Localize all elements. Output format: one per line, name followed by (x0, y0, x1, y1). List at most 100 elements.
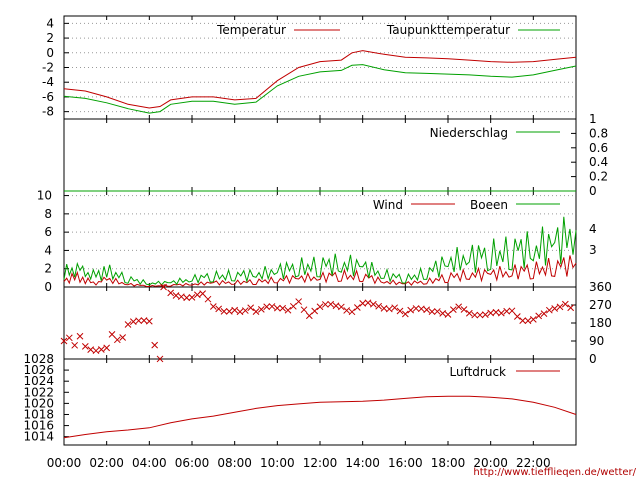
direction-point (481, 311, 489, 319)
direction-point (257, 306, 265, 313)
direction-point (145, 317, 153, 325)
direction-point (160, 283, 167, 291)
direction-point (215, 305, 223, 313)
y-tick-label-right: 0 (589, 352, 597, 366)
direction-point (113, 336, 121, 344)
direction-point (119, 334, 127, 341)
series-line-boeen (63, 216, 577, 286)
direction-point (551, 305, 559, 312)
x-tick-label: 06:00 (175, 456, 210, 470)
direction-point (103, 344, 111, 352)
y-tick-label: 2 (46, 31, 54, 45)
direction-point (321, 301, 329, 308)
direction-point (183, 294, 191, 302)
y-tick-label: 0 (44, 280, 52, 294)
y-tick-label-right: 90 (589, 334, 604, 348)
legend-label-niederschlag: Niederschlag (430, 126, 508, 140)
direction-point (375, 302, 383, 310)
direction-point (129, 318, 137, 325)
direction-point (455, 303, 463, 311)
legend-label-wind: Wind (373, 198, 403, 212)
x-tick-label: 10:00 (260, 456, 295, 470)
direction-point (273, 304, 281, 312)
direction-point (108, 331, 116, 338)
direction-point (545, 306, 553, 314)
y-tick-label: 2 (44, 262, 52, 276)
y-tick-label-right: 180 (589, 316, 612, 330)
direction-point (247, 304, 255, 312)
direction-point (316, 303, 324, 311)
direction-point (524, 317, 532, 325)
direction-point (508, 307, 516, 315)
direction-point (97, 346, 105, 353)
direction-point (327, 300, 335, 308)
direction-point (423, 306, 431, 314)
direction-point (401, 310, 409, 318)
direction-point (428, 308, 436, 315)
x-tick-label: 14:00 (345, 456, 380, 470)
direction-point (231, 306, 239, 314)
x-tick-label: 18:00 (431, 456, 466, 470)
direction-point (492, 308, 500, 316)
direction-point (460, 306, 468, 313)
y-tick-label: 8 (44, 207, 52, 221)
y-tick-label-right: 0.2 (589, 170, 608, 184)
direction-point (60, 337, 68, 345)
direction-point (156, 355, 164, 363)
y-tick-label: 6 (44, 225, 52, 239)
y-tick-label: -4 (42, 75, 54, 89)
direction-point (305, 312, 313, 320)
direction-point (263, 303, 271, 311)
direction-point (417, 305, 425, 313)
direction-point (188, 293, 196, 301)
y-tick-label: -8 (42, 105, 54, 119)
direction-point (396, 307, 404, 315)
x-tick-label: 08:00 (217, 456, 252, 470)
direction-point (92, 347, 100, 355)
y-tick-label: 1016 (23, 419, 54, 433)
credit-url: http://www.tiefflieqen.de/wetter/ (473, 467, 636, 478)
direction-point (204, 295, 212, 303)
x-tick-label: 16:00 (388, 456, 423, 470)
direction-point (444, 311, 452, 318)
direction-point (177, 293, 185, 301)
y-tick-label: 1028 (23, 352, 54, 366)
y-tick-label-right: 0 (589, 184, 597, 198)
direction-point (561, 300, 569, 308)
y-tick-label-right: 0.8 (589, 126, 608, 140)
direction-point (76, 332, 84, 340)
direction-point (535, 312, 543, 320)
direction-point (540, 310, 548, 317)
direction-point (289, 302, 297, 310)
y-tick-label: 1022 (23, 385, 54, 399)
direction-point (225, 308, 233, 315)
direction-point (487, 309, 495, 317)
y-tick-label: 4 (44, 243, 52, 257)
direction-point (151, 341, 159, 349)
direction-point (359, 300, 367, 307)
right-label: 3 (589, 243, 597, 257)
x-tick-label: 20:00 (473, 456, 508, 470)
direction-point (439, 310, 447, 317)
direction-point (412, 305, 420, 312)
direction-point (385, 305, 393, 313)
y-tick-label: 1026 (23, 363, 54, 377)
direction-point (567, 304, 575, 312)
x-tick-label: 22:00 (516, 456, 551, 470)
direction-point (284, 306, 292, 314)
series-line-luftdruck (63, 395, 577, 439)
direction-point (380, 304, 388, 312)
direction-point (140, 317, 148, 324)
x-tick-label: 12:00 (303, 456, 338, 470)
direction-point (268, 303, 276, 310)
direction-point (220, 308, 228, 315)
direction-point (209, 303, 217, 310)
direction-point (465, 309, 473, 317)
direction-point (343, 307, 351, 314)
direction-point (124, 321, 132, 328)
right-label: 4 (589, 222, 597, 236)
direction-point (81, 343, 89, 350)
y-tick-label: -2 (42, 61, 54, 75)
direction-point (87, 346, 95, 353)
